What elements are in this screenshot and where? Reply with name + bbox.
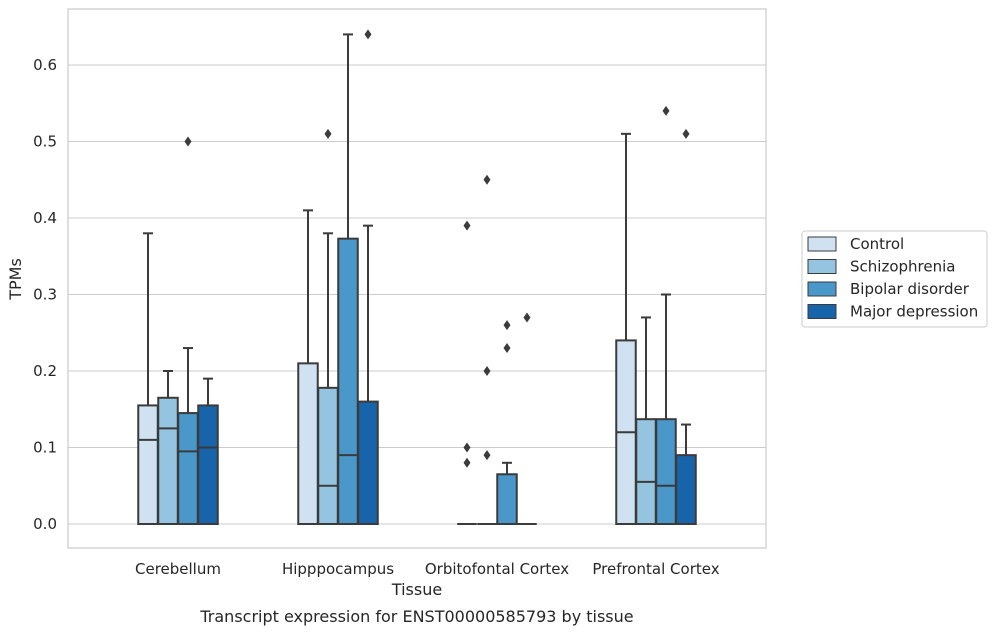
x-tick-label: Orbitofontal Cortex [425, 560, 569, 578]
box-body [157, 396, 179, 525]
y-tick-label: 0.4 [33, 209, 57, 227]
legend-label: Schizophrenia [850, 258, 955, 276]
box-group [337, 33, 359, 525]
legend-label: Major depression [850, 303, 978, 321]
box-group [496, 320, 518, 525]
figure-caption: Transcript expression for ENST0000058579… [199, 607, 633, 626]
box-body [177, 412, 199, 526]
outlier-marker [483, 450, 491, 461]
box-group [157, 370, 179, 525]
outlier-marker [324, 128, 332, 139]
x-axis-label: Tissue [391, 580, 442, 599]
box-body [675, 454, 697, 525]
legend-label: Control [850, 235, 904, 253]
box-body [297, 362, 319, 525]
outlier-marker [662, 105, 670, 116]
box-body [197, 404, 219, 525]
legend-swatch [807, 236, 837, 252]
box-group [457, 220, 477, 525]
outlier-marker [463, 442, 471, 453]
box-body [137, 404, 159, 525]
plot-frame [67, 8, 767, 549]
boxes [137, 29, 697, 526]
box-body [635, 418, 657, 526]
outlier-marker [463, 220, 471, 231]
outlier-marker [503, 320, 511, 331]
outlier-marker [483, 174, 491, 185]
y-tick-label: 0.1 [33, 439, 57, 457]
box-group [615, 132, 637, 525]
box-group [197, 377, 219, 525]
box-body [496, 473, 518, 525]
outlier-marker [682, 128, 690, 139]
outlier-marker [503, 343, 511, 354]
box-group [635, 316, 657, 526]
y-tick-label: 0.2 [33, 362, 57, 380]
x-axis-ticks: Cerebellum Hipppocampus Orbitofontal Corte… [135, 560, 720, 578]
legend-swatch [807, 259, 837, 274]
x-tick-label: Prefrontal Cortex [592, 560, 719, 578]
x-tick-label: Cerebellum [135, 560, 221, 578]
legend-swatch [807, 304, 837, 319]
outlier-marker [463, 457, 471, 468]
box-group [655, 105, 677, 526]
y-tick-label: 0.0 [33, 515, 57, 533]
outlier-marker [483, 366, 491, 376]
y-axis-ticks: 0.0 0.1 0.2 0.3 0.4 0.5 0.6 [33, 56, 57, 533]
y-tick-label: 0.5 [33, 133, 57, 151]
box-group [137, 232, 159, 525]
box-group [297, 209, 319, 525]
legend-label: Bipolar disorder [850, 280, 970, 298]
legend-swatch [807, 281, 837, 297]
box-group [477, 174, 497, 525]
box-body [357, 400, 379, 526]
outlier-marker [523, 312, 531, 323]
x-tick-label: Hipppocampus [282, 560, 394, 578]
box-group [517, 312, 537, 525]
box-body [655, 418, 677, 526]
y-tick-label: 0.6 [33, 56, 57, 74]
box-group [317, 128, 339, 525]
outlier-marker [364, 29, 372, 40]
outlier-marker [184, 136, 192, 147]
box-group [357, 29, 379, 526]
y-axis-label: TPMs [6, 258, 25, 301]
box-group [177, 136, 199, 526]
box-body [337, 237, 359, 525]
box-body [317, 386, 339, 525]
legend-frame [801, 230, 988, 328]
box-group [675, 128, 697, 525]
y-tick-label: 0.3 [33, 286, 57, 304]
legend: Control Schizophrenia Bipolar disorder Majo… [801, 230, 988, 328]
